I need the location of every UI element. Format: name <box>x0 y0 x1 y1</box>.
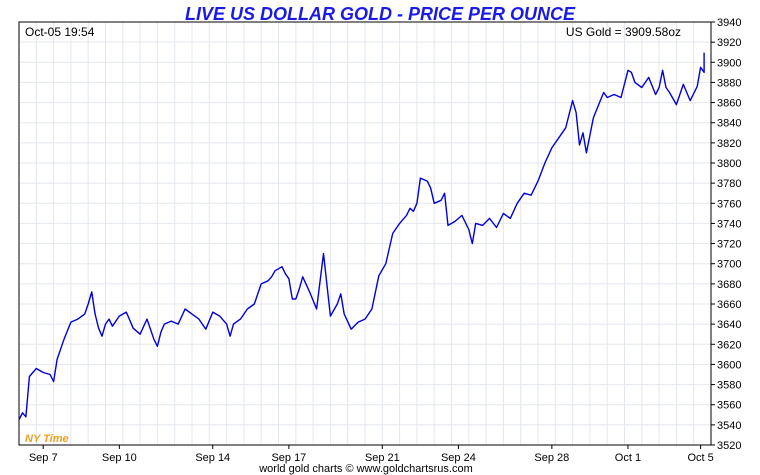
x-tick-label: Sep 7 <box>29 452 58 464</box>
y-tick-label: 3580 <box>717 380 741 392</box>
x-tick-label: Oct 5 <box>687 452 713 464</box>
x-tick-label: Sep 14 <box>195 452 230 464</box>
y-tick-label: 3900 <box>717 57 741 69</box>
y-tick-label: 3760 <box>717 198 741 210</box>
y-tick-label: 3740 <box>717 218 741 230</box>
price-series <box>18 52 705 421</box>
y-tick-label: 3820 <box>717 138 741 150</box>
x-tick-label: Sep 28 <box>534 452 569 464</box>
x-tick-label: Sep 17 <box>271 452 306 464</box>
y-tick-label: 3620 <box>717 339 741 351</box>
header-datetime: Oct-05 19:54 <box>25 25 95 39</box>
chart-title: LIVE US DOLLAR GOLD - PRICE PER OUNCE <box>185 4 576 24</box>
price-line <box>18 52 705 421</box>
y-tick-label: 3780 <box>717 178 741 190</box>
y-tick-label: 3520 <box>717 440 741 452</box>
y-tick-label: 3940 <box>717 17 741 29</box>
y-axis: 3520 3540 3560 3580 3600 3620 3640 3660 3680 3700… <box>711 17 741 452</box>
y-tick-label: 3860 <box>717 98 741 110</box>
y-tick-label: 3800 <box>717 158 741 170</box>
x-tick-label: Sep 10 <box>102 452 137 464</box>
x-tick-label: Sep 21 <box>365 452 400 464</box>
x-tick-label: Oct 1 <box>615 452 641 464</box>
x-tick-label: Sep 24 <box>441 452 476 464</box>
y-tick-label: 3680 <box>717 279 741 291</box>
footer-credit: world gold charts © www.goldchartsrus.co… <box>258 463 473 475</box>
y-tick-label: 3920 <box>717 37 741 49</box>
y-tick-label: 3560 <box>717 400 741 412</box>
y-tick-label: 3540 <box>717 420 741 432</box>
y-tick-label: 3880 <box>717 77 741 89</box>
x-axis: Sep 7 Sep 10 Sep 14 Sep 17 Sep 21 Sep 24 Sep 2… <box>29 445 714 464</box>
y-tick-label: 3700 <box>717 259 741 271</box>
y-tick-label: 3640 <box>717 319 741 331</box>
y-tick-label: 3720 <box>717 239 741 251</box>
plot-area <box>18 21 712 446</box>
timezone-label: NY Time <box>25 433 69 445</box>
y-tick-label: 3840 <box>717 118 741 130</box>
grid <box>19 21 711 446</box>
y-tick-label: 3660 <box>717 299 741 311</box>
y-tick-label: 3600 <box>717 359 741 371</box>
header-price: US Gold = 3909.58oz <box>566 25 681 39</box>
